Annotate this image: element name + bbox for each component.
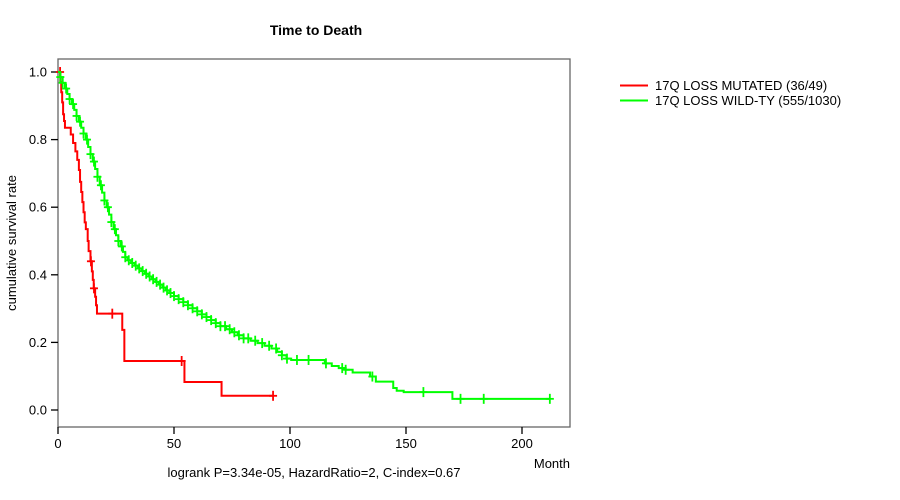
legend-label-mutated: 17Q LOSS MUTATED (36/49) [655,78,827,93]
y-tick-label: 0.0 [29,403,47,418]
x-tick-label: 0 [54,436,61,451]
x-tick-label: 100 [279,436,301,451]
y-tick-label: 0.6 [29,200,47,215]
legend-label-wild-type: 17Q LOSS WILD-TY (555/1030) [655,93,841,108]
x-tick-label: 50 [167,436,181,451]
x-tick-label: 150 [395,436,417,451]
survival-curve-wild-type [58,71,550,400]
y-axis: 0.0 0.2 0.4 0.6 0.8 1.0 [29,65,58,418]
survival-curves [56,67,554,404]
y-tick-label: 1.0 [29,65,47,80]
x-axis: 0 50 100 150 200 [54,427,533,451]
plot-frame [57,58,571,428]
survival-curve-mutated [58,71,274,397]
y-axis-label: cumulative survival rate [4,175,19,311]
chart-title: Time to Death [270,22,362,38]
stats-annotation: logrank P=3.34e-05, HazardRatio=2, C-ind… [167,465,460,480]
y-tick-label: 0.8 [29,132,47,147]
x-axis-label: Month [534,456,570,471]
y-tick-label: 0.2 [29,335,47,350]
x-tick-label: 200 [511,436,533,451]
legend: 17Q LOSS MUTATED (36/49)17Q LOSS WILD-TY… [620,78,841,108]
y-tick-label: 0.4 [29,267,47,282]
